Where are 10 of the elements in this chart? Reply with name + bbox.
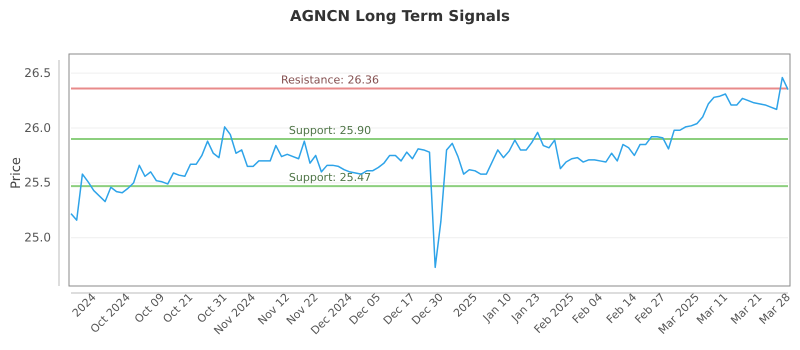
y-axis-title: Price: [9, 157, 24, 189]
y-tick-label: 26.0: [24, 120, 51, 135]
chart-title: AGNCN Long Term Signals: [290, 7, 510, 25]
ref-line-label: Resistance: 26.36: [281, 74, 379, 87]
y-tick-label: 25.0: [24, 230, 51, 245]
y-tick-label: 26.5: [24, 66, 51, 80]
y-tick-label: 25.5: [24, 176, 51, 190]
ref-line-label: Support: 25.47: [288, 171, 372, 184]
line-series: [70, 76, 789, 268]
ref-line-label: Support: 25.90: [288, 124, 372, 137]
